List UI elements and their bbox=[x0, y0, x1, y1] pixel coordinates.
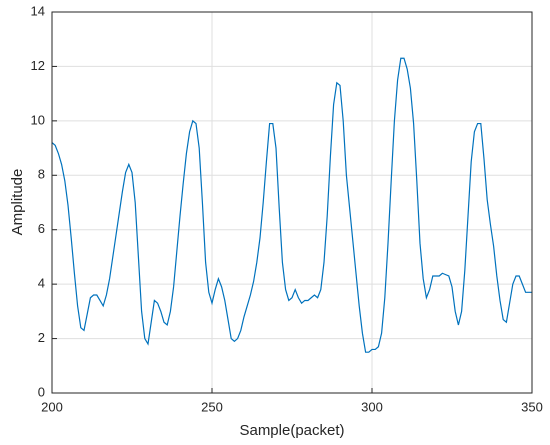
x-tick-label: 200 bbox=[41, 399, 63, 414]
y-tick-label: 0 bbox=[38, 384, 45, 399]
y-tick-label: 12 bbox=[31, 58, 45, 73]
y-axis-label: Amplitude bbox=[9, 169, 26, 236]
x-tick-label: 250 bbox=[201, 399, 223, 414]
y-tick-label: 4 bbox=[38, 276, 45, 291]
data-line bbox=[51, 57, 532, 353]
y-tick-label: 2 bbox=[38, 330, 45, 345]
y-tick-label: 6 bbox=[38, 221, 45, 236]
x-tick-label: 350 bbox=[521, 399, 543, 414]
y-tick-label: 10 bbox=[31, 112, 45, 127]
axes-box bbox=[51, 11, 533, 394]
plot-area bbox=[52, 12, 532, 393]
x-tick-label: 300 bbox=[361, 399, 383, 414]
y-tick-label: 14 bbox=[31, 3, 45, 18]
y-tick-label: 8 bbox=[38, 167, 45, 182]
x-axis-label: Sample(packet) bbox=[239, 422, 344, 439]
